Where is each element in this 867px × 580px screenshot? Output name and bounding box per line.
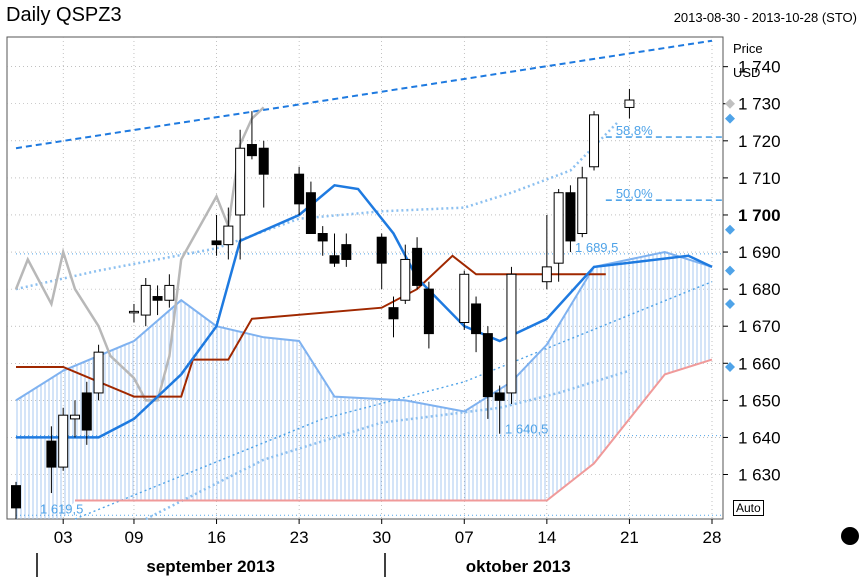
span-a-line bbox=[15, 250, 713, 413]
trend-curve-line bbox=[145, 369, 630, 521]
candle-body bbox=[81, 392, 92, 431]
axis-marker-icon bbox=[725, 265, 735, 276]
plot-frame bbox=[6, 36, 724, 520]
y-tick-label: 1 730 bbox=[738, 95, 781, 114]
x-tick-label: 07 bbox=[455, 528, 474, 547]
candle-body bbox=[223, 225, 234, 246]
candle-body bbox=[46, 440, 57, 468]
x-tick-label: 28 bbox=[703, 528, 722, 547]
x-tick-label: 30 bbox=[372, 528, 391, 547]
span-b-line bbox=[75, 358, 713, 502]
price-axis-label: Price bbox=[733, 41, 763, 56]
candle-body bbox=[164, 284, 175, 301]
ichimoku-cloud bbox=[16, 252, 712, 519]
candle-body bbox=[412, 247, 423, 286]
tenkan-line bbox=[16, 183, 713, 439]
y-tick-label: 1 690 bbox=[738, 243, 781, 262]
y-tick-label: 1 630 bbox=[738, 466, 781, 485]
candle-body bbox=[58, 414, 69, 468]
candle-body bbox=[317, 233, 328, 242]
y-tick-label: 1 670 bbox=[738, 317, 781, 336]
x-tick-label: 21 bbox=[620, 528, 639, 547]
level-label-4: 1 619,5 bbox=[40, 501, 83, 516]
level-label-2: 1 689,5 bbox=[575, 240, 618, 255]
date-range: 2013-08-30 - 2013-10-28 (STO) bbox=[673, 10, 857, 25]
axis-marker-icon bbox=[725, 113, 735, 124]
candle-body bbox=[459, 273, 470, 323]
candle-body bbox=[482, 333, 493, 398]
y-tick-label: 1 650 bbox=[738, 391, 781, 410]
candle-body bbox=[624, 99, 635, 108]
candle-body bbox=[341, 244, 352, 260]
kijun-line bbox=[16, 254, 606, 398]
candle-body bbox=[93, 351, 104, 394]
candle-body bbox=[541, 266, 552, 283]
candle-body bbox=[211, 240, 222, 246]
candle-body bbox=[329, 255, 340, 264]
y-tick-label: 1 660 bbox=[738, 354, 781, 373]
auto-scale-button[interactable]: Auto bbox=[733, 500, 764, 516]
candle-body bbox=[305, 192, 316, 235]
candle-body bbox=[235, 147, 246, 216]
axis-marker-icon bbox=[725, 361, 735, 372]
candle-body bbox=[400, 258, 411, 301]
candle-body bbox=[388, 307, 399, 320]
candle-body bbox=[553, 192, 564, 264]
level-label-0: 58,8% bbox=[616, 123, 653, 138]
y-tick-label: 1 640 bbox=[738, 428, 781, 447]
candle-body bbox=[376, 236, 387, 264]
candle-body bbox=[423, 288, 434, 335]
y-tick-label: 1 740 bbox=[738, 58, 781, 77]
x-tick-label: 03 bbox=[54, 528, 73, 547]
x-tick-label: 09 bbox=[125, 528, 144, 547]
candle-body bbox=[140, 284, 151, 316]
trend-upper-line bbox=[15, 39, 713, 150]
axis-marker-icon bbox=[725, 298, 735, 309]
candle-body bbox=[494, 392, 505, 401]
currency-axis-label: USD bbox=[733, 65, 760, 80]
candle-body bbox=[565, 192, 576, 242]
y-tick-label: 1 720 bbox=[738, 132, 781, 151]
x-tick-label: 14 bbox=[537, 528, 556, 547]
level-label-3: 1 640,5 bbox=[505, 422, 548, 437]
candle-body bbox=[506, 273, 517, 394]
candle-body bbox=[152, 296, 163, 301]
axis-marker-icon bbox=[725, 224, 735, 235]
candle-body bbox=[589, 114, 600, 168]
candle-body bbox=[11, 485, 21, 509]
y-tick-label: 1 700 bbox=[738, 206, 781, 225]
candle-body bbox=[258, 147, 269, 175]
y-tick-label: 1 710 bbox=[738, 169, 781, 188]
status-dot bbox=[841, 527, 859, 545]
x-tick-label: 23 bbox=[290, 528, 309, 547]
x-tick-label: 16 bbox=[207, 528, 226, 547]
chikou-line bbox=[15, 121, 619, 291]
candle-body bbox=[577, 177, 588, 235]
month-label: september 2013 bbox=[146, 557, 275, 576]
axis-marker-icon bbox=[725, 98, 735, 109]
candle-body bbox=[128, 310, 139, 314]
candle-body bbox=[246, 144, 257, 157]
candle-body bbox=[471, 303, 482, 335]
month-label: oktober 2013 bbox=[466, 557, 571, 576]
chart-title: Daily QSPZ3 bbox=[6, 4, 122, 26]
lagging-price-line bbox=[14, 106, 265, 402]
candle-body bbox=[294, 173, 305, 205]
y-tick-label: 1 680 bbox=[738, 280, 781, 299]
level-label-1: 50,0% bbox=[616, 186, 653, 201]
candle-body bbox=[69, 414, 80, 420]
